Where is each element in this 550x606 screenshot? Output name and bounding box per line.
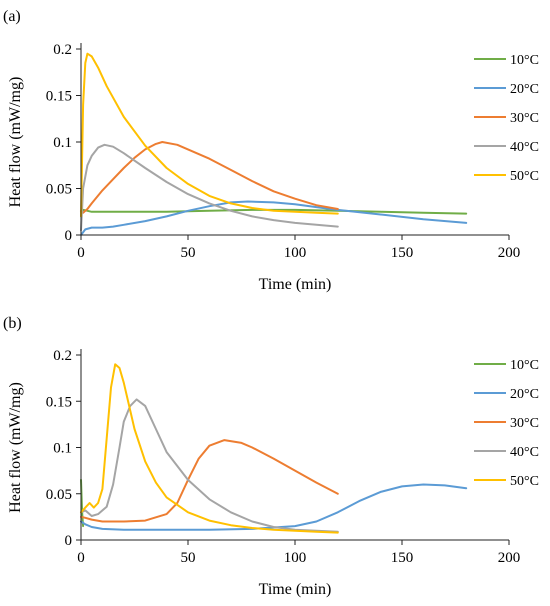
series-line (80, 200, 468, 236)
chart-panel-a: (a) 0 50 100 150 200 0 0.05 0.1 0.15 0.2 Time (min)… (3, 8, 539, 293)
x-tick-label: 100 (284, 245, 307, 261)
series-line (80, 52, 339, 218)
legend-label: 50°C (510, 474, 539, 489)
series-line (80, 363, 339, 534)
legend-label: 30°C (510, 111, 539, 126)
y-tick-label: 0.15 (46, 89, 72, 105)
x-tick-label: 50 (181, 550, 196, 566)
x-tick-label: 150 (391, 245, 414, 261)
y-tick-label: 0.2 (53, 348, 72, 364)
panel-label: (a) (3, 8, 21, 25)
y-tick-label: 0.05 (46, 182, 72, 198)
y-tick-label: 0 (65, 533, 73, 549)
y-tick-label: 0.2 (53, 42, 72, 58)
x-tick-label: 200 (498, 245, 521, 261)
legend-label: 20°C (510, 82, 539, 97)
series-line (80, 398, 339, 533)
panel-label: (b) (3, 315, 22, 332)
legend-label: 40°C (510, 140, 539, 155)
legend-label: 10°C (510, 53, 539, 68)
legend-label: 20°C (510, 387, 539, 402)
legend-label: 50°C (510, 169, 539, 184)
series-line (80, 439, 339, 523)
legend-label: 10°C (510, 358, 539, 373)
series-line (80, 143, 339, 232)
series-line (80, 483, 468, 531)
x-tick-label: 100 (284, 550, 307, 566)
y-axis-title: Heat flow (mW/mg) (7, 382, 24, 513)
legend-label: 40°C (510, 445, 539, 460)
series-line (80, 141, 339, 214)
y-axis-title: Heat flow (mW/mg) (7, 77, 24, 208)
x-tick-label: 0 (77, 550, 85, 566)
y-tick-label: 0.1 (53, 441, 72, 457)
legend-label: 30°C (510, 416, 539, 431)
x-tick-label: 0 (77, 245, 85, 261)
chart-panel-b: (b) 0 50 100 150 200 0 0.05 0.1 0.15 0.2 Time (min)… (3, 315, 539, 598)
x-axis-title: Time (min) (259, 276, 332, 293)
x-axis-title: Time (min) (259, 581, 332, 598)
y-tick-label: 0.05 (46, 487, 72, 503)
x-tick-label: 200 (498, 550, 521, 566)
y-tick-label: 0.15 (46, 394, 72, 410)
x-tick-label: 150 (391, 550, 414, 566)
y-tick-label: 0.1 (53, 135, 72, 151)
y-tick-label: 0 (65, 228, 73, 244)
x-tick-label: 50 (181, 245, 196, 261)
